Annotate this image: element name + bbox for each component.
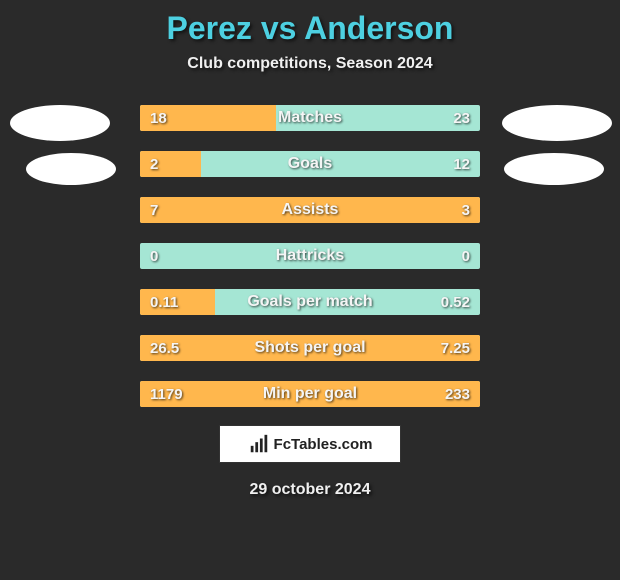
stat-label: Min per goal bbox=[140, 381, 480, 407]
player-left-photo-2 bbox=[26, 153, 116, 185]
stat-label: Shots per goal bbox=[140, 335, 480, 361]
stat-row: 73Assists bbox=[138, 195, 482, 225]
stat-row: 00Hattricks bbox=[138, 241, 482, 271]
page-title: Perez vs Anderson bbox=[0, 10, 620, 47]
branding-text: FcTables.com bbox=[274, 436, 373, 453]
stat-label: Matches bbox=[140, 105, 480, 131]
stats-area: 1823Matches 212Goals 73Assists 00Hattricks 0… bbox=[0, 103, 620, 409]
player-right-photo-1 bbox=[502, 105, 612, 141]
stat-label: Assists bbox=[140, 197, 480, 223]
stat-row: 212Goals bbox=[138, 149, 482, 179]
branding-badge[interactable]: FcTables.com bbox=[219, 425, 401, 463]
stat-label: Goals bbox=[140, 151, 480, 177]
stat-row: 0.110.52Goals per match bbox=[138, 287, 482, 317]
stat-label: Hattricks bbox=[140, 243, 480, 269]
player-right-photo-2 bbox=[504, 153, 604, 185]
stat-row: 1179233Min per goal bbox=[138, 379, 482, 409]
stat-row: 26.57.25Shots per goal bbox=[138, 333, 482, 363]
stat-row: 1823Matches bbox=[138, 103, 482, 133]
bars-chart-icon bbox=[248, 433, 270, 455]
player-left-photo-1 bbox=[10, 105, 110, 141]
page-subtitle: Club competitions, Season 2024 bbox=[0, 55, 620, 73]
stat-label: Goals per match bbox=[140, 289, 480, 315]
date-label: 29 october 2024 bbox=[0, 481, 620, 499]
comparison-container: Perez vs Anderson Club competitions, Sea… bbox=[0, 0, 620, 580]
stat-bars: 1823Matches 212Goals 73Assists 00Hattricks 0… bbox=[138, 103, 482, 409]
